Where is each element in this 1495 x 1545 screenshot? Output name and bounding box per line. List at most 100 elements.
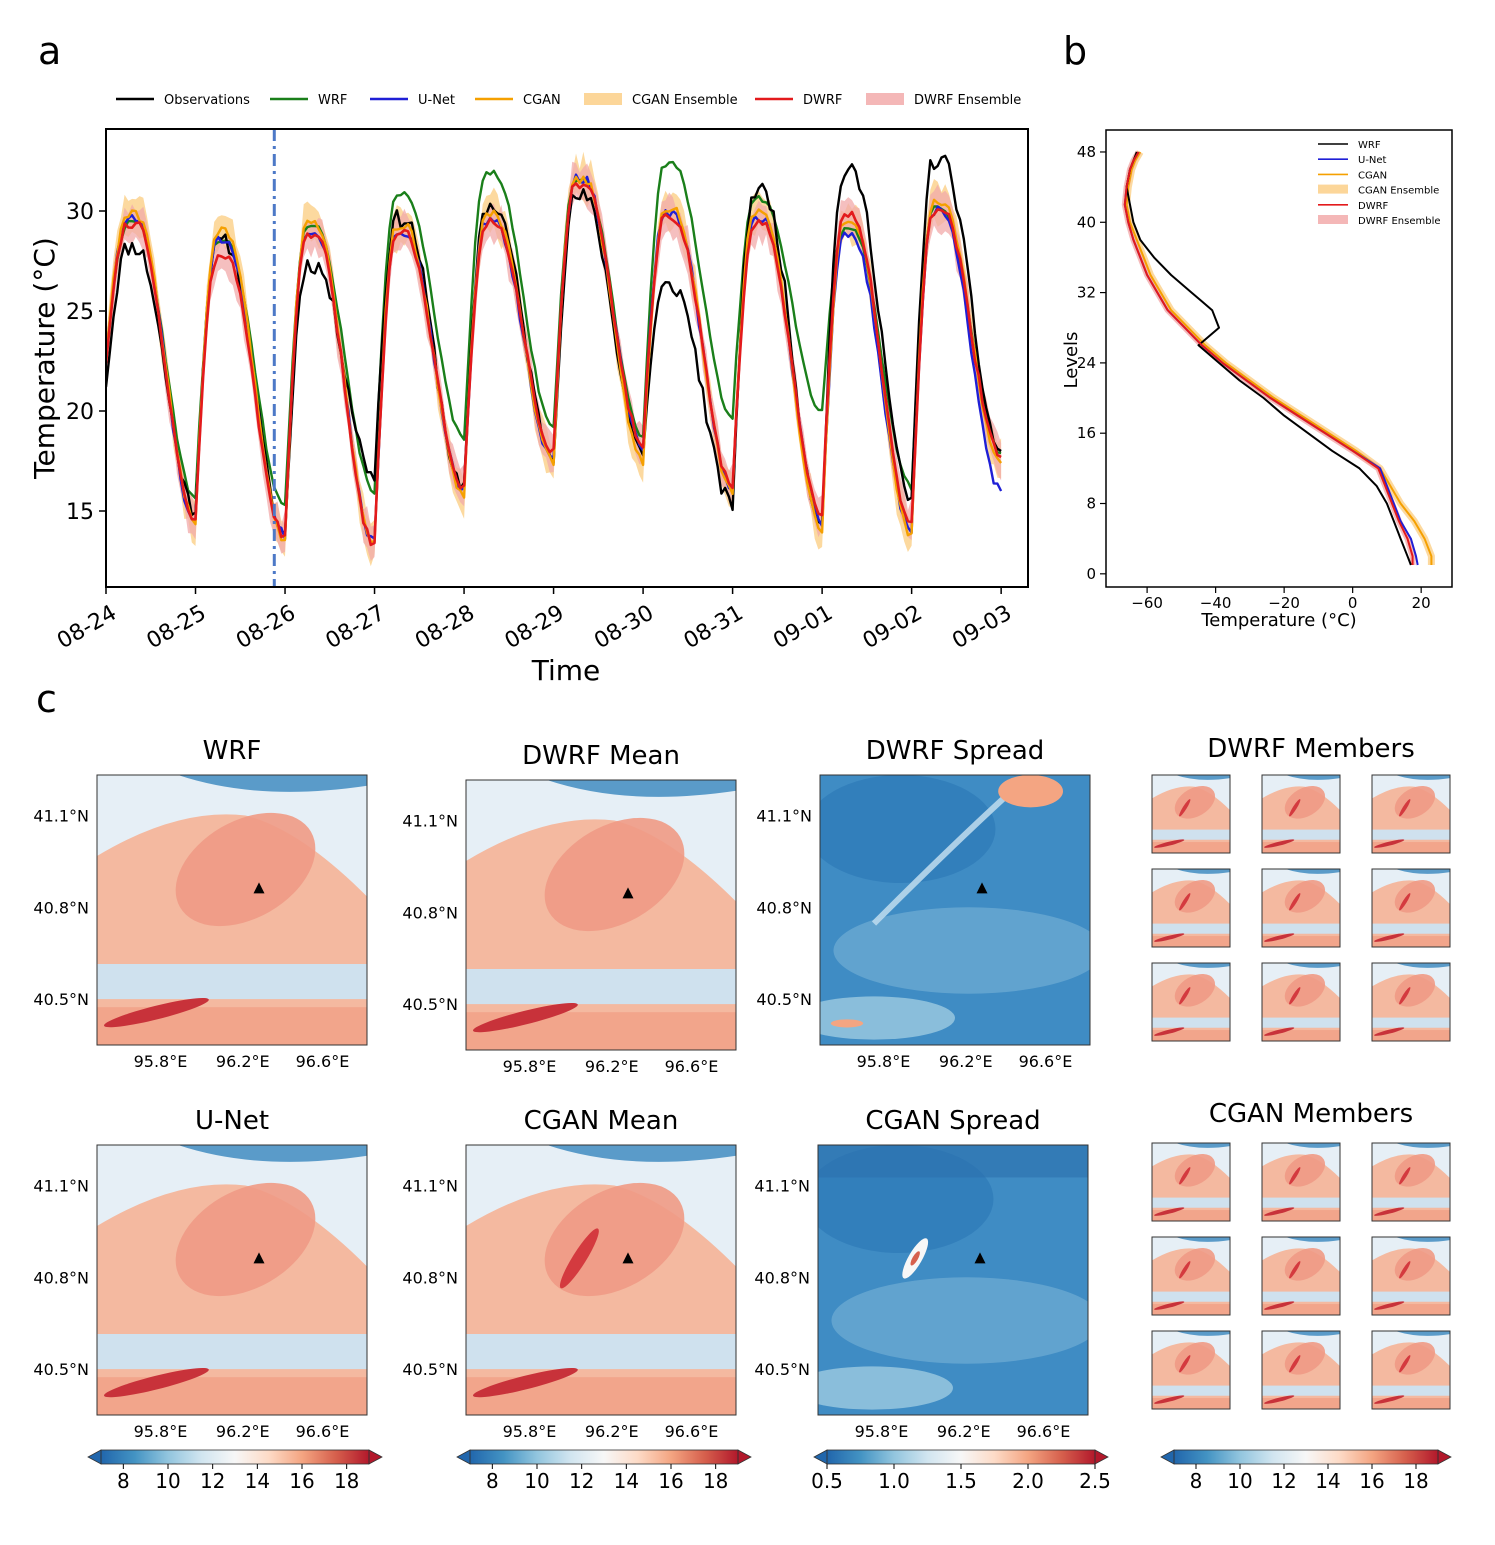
map-title: DWRF Mean <box>522 741 680 771</box>
station-triangle-marker <box>974 1252 986 1264</box>
dwrf-profile-line <box>1123 151 1414 565</box>
y-tick-label: 25 <box>66 300 94 325</box>
map-field <box>1152 1143 1230 1221</box>
map-hot-streak <box>1399 799 1411 817</box>
map-field <box>97 1145 367 1415</box>
map-hot-streak <box>1154 1207 1185 1216</box>
map-hot-streak <box>1289 893 1301 911</box>
y-tick-label: 32 <box>1077 284 1096 302</box>
colorbar-tick-label: 10 <box>524 1469 549 1493</box>
map-frame <box>1151 1142 1231 1222</box>
x-axis-label: Time <box>531 654 601 687</box>
map-frame <box>1371 1142 1451 1222</box>
member-map <box>1261 868 1341 948</box>
y-tick-label: 16 <box>1077 424 1096 442</box>
dwrf-ensemble-band <box>1121 150 1416 565</box>
map-hot-streak <box>1154 933 1185 942</box>
map-hot-streak <box>103 1367 209 1398</box>
x-tick-label: 20 <box>1412 594 1431 612</box>
map-x-tick-label: 96.6°E <box>1019 1052 1073 1071</box>
map-field <box>1262 1331 1340 1409</box>
member-map <box>1151 1236 1231 1316</box>
map-frame <box>1261 962 1341 1042</box>
map-cold-region <box>1175 1237 1230 1242</box>
map-hot-streak <box>1399 1261 1411 1279</box>
member-map <box>1371 1330 1451 1410</box>
map-frame <box>1151 774 1231 854</box>
map-cool-region <box>1372 1331 1450 1367</box>
colorbar-2: 0.5 1.0 1.5 2.0 2.5 <box>811 1449 1111 1493</box>
map-frame <box>465 1144 737 1416</box>
map-cold-region <box>1395 869 1450 874</box>
map-cool-region <box>1262 1331 1340 1367</box>
legend-label-0: Observations <box>164 93 250 108</box>
map-cold-region <box>1395 963 1450 968</box>
map-patch <box>820 775 996 883</box>
map-hot-streak <box>1289 799 1301 817</box>
map-title: U-Net <box>195 1106 269 1136</box>
map-cold-region <box>1395 1331 1450 1336</box>
map-cold-region <box>1175 1331 1230 1336</box>
map-panel-dwrf-spread: DWRF Spread 95.8°E 96.2°E 96.6°E 41.1°N 40.8°… <box>756 736 1091 1071</box>
colorbar-tick-label: 1.0 <box>878 1469 910 1493</box>
map-valley-band <box>1372 1017 1450 1028</box>
colorbar-tick-label: 14 <box>614 1469 639 1493</box>
map-y-tick-label: 40.5°N <box>756 990 812 1009</box>
map-valley-band <box>1262 923 1340 934</box>
map-south-region <box>1372 1210 1450 1221</box>
map-panel-dwrf-mean: DWRF Mean 95.8°E 96.2°E 96.6°E 41.1°N 40.8°N 4… <box>402 741 737 1076</box>
map-hotspot <box>910 1251 920 1266</box>
cgan-line <box>106 175 1003 543</box>
map-x-tick-label: 95.8°E <box>134 1052 188 1071</box>
map-field <box>820 775 1090 1045</box>
map-y-tick-label: 41.1°N <box>33 807 89 826</box>
map-cool-region <box>1262 1143 1340 1179</box>
map-field <box>1152 869 1230 947</box>
map-hot-streak <box>1399 1355 1411 1373</box>
map-y-tick-label: 40.8°N <box>402 1268 458 1287</box>
map-hot-streak <box>1289 1167 1301 1185</box>
map-frame <box>1261 1236 1341 1316</box>
map-title: CGAN Spread <box>865 1106 1040 1136</box>
x-tick-label: 08-24 <box>53 601 121 655</box>
y-tick-label: 8 <box>1086 495 1096 513</box>
panel-b-profile: −60 −40 −20 0 20 0 8 16 24 32 40 48 Temperature (°C)… <box>1061 129 1453 631</box>
map-hot-streak <box>103 997 209 1028</box>
colorbar-frame <box>1173 1449 1439 1465</box>
x-tick-label: 08-30 <box>590 601 658 655</box>
map-south-region <box>1262 936 1340 947</box>
colorbar-tick-label: 2.5 <box>1079 1469 1111 1493</box>
colorbar-tick-label: 16 <box>289 1469 314 1493</box>
map-cool-region <box>1262 963 1340 999</box>
map-field <box>1372 775 1450 853</box>
colorbar-tick-label: 16 <box>1359 1469 1384 1493</box>
map-cool-region <box>1372 1143 1450 1179</box>
map-cold-region <box>1285 1143 1340 1148</box>
y-tick-label: 15 <box>66 500 94 525</box>
map-cool-region <box>466 1145 736 1267</box>
map-south-region <box>1262 1030 1340 1041</box>
map-field <box>466 780 736 1050</box>
station-triangle-marker <box>976 882 988 894</box>
map-cold-region <box>1285 1237 1340 1242</box>
colorbar-0: 8 10 12 14 16 18 <box>87 1449 383 1493</box>
map-cool-region <box>1152 963 1230 999</box>
legend-label-1: WRF <box>318 93 347 108</box>
map-hot-streak <box>1179 987 1191 1005</box>
map-y-tick-label: 41.1°N <box>756 807 812 826</box>
map-cool-region <box>1152 775 1230 811</box>
map-frame <box>1261 774 1341 854</box>
map-frame <box>1371 1330 1451 1410</box>
panel-a-axes: 08-24 08-25 08-26 08-27 08-28 08-29 08-30 08-31… <box>28 128 1029 687</box>
map-cool-region <box>1262 869 1340 905</box>
colorbar-max-arrow <box>737 1449 752 1465</box>
map-y-tick-label: 40.8°N <box>33 898 89 917</box>
map-valley-band <box>1372 829 1450 840</box>
colorbar-gradient <box>1174 1450 1438 1464</box>
map-valley-band <box>1262 1291 1340 1302</box>
colorbar-1: 8 10 12 14 16 18 <box>456 1449 752 1493</box>
map-cold-region <box>1285 869 1340 874</box>
map-y-tick-label: 41.1°N <box>754 1177 810 1196</box>
map-hot-streak <box>1374 933 1405 942</box>
map-cold-region <box>1175 963 1230 968</box>
